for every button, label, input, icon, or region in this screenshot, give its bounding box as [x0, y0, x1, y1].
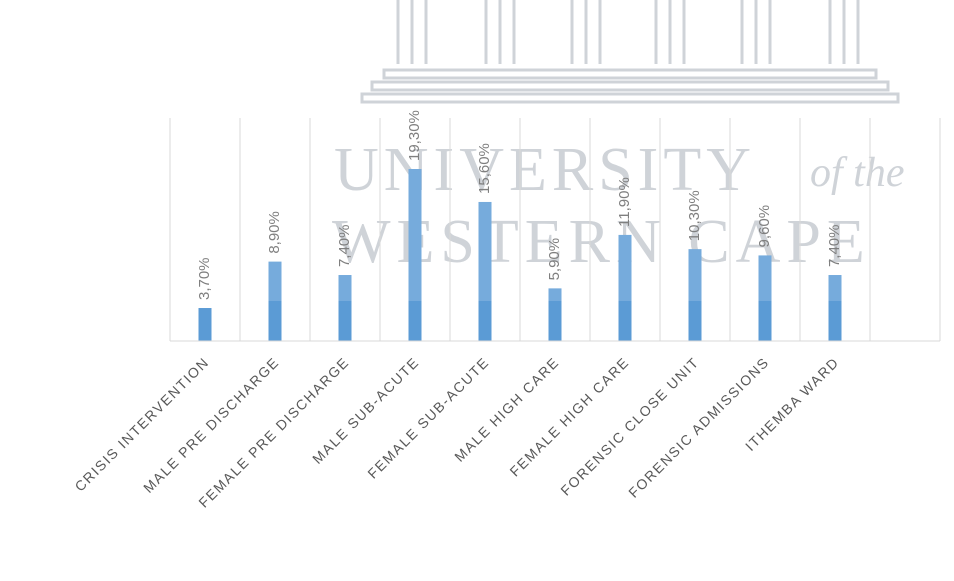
x-tick-label: CRISIS INTERVENTION	[71, 354, 212, 495]
x-tick-label: MALE PRE DISCHARGE	[140, 354, 282, 496]
building-logo	[360, 0, 900, 104]
bar	[198, 308, 212, 341]
data-label: 5,90%	[546, 238, 563, 281]
bar	[548, 288, 562, 341]
bar-highlight	[618, 234, 632, 301]
data-label: 7,40%	[336, 225, 353, 268]
data-label: 11,90%	[616, 177, 633, 227]
bars	[198, 169, 842, 341]
data-label: 3,70%	[196, 257, 213, 300]
bar	[268, 261, 282, 341]
bar	[828, 275, 842, 341]
bar	[478, 201, 492, 341]
watermark-university: UNIVERSITY	[334, 136, 756, 204]
bar	[688, 249, 702, 341]
bar-highlight	[408, 169, 422, 301]
bar	[338, 275, 352, 341]
x-tick-label: FEMALE PRE DISCHARGE	[195, 354, 352, 511]
data-label: 8,90%	[266, 211, 283, 254]
bar-fill	[198, 308, 212, 341]
bar-highlight	[758, 255, 772, 301]
bar-highlight	[828, 275, 842, 301]
data-labels: 3,70% 8,90% 7,40% 19,30% 15,60% 5,90% 11,90% 10…	[196, 110, 843, 300]
bar-highlight	[338, 275, 352, 301]
x-tick-label: FEMALE SUB-ACUTE	[364, 354, 492, 482]
x-tick-label: FORENSIC CLOSE UNIT	[557, 354, 702, 499]
data-label: 15,60%	[476, 143, 493, 194]
gridlines	[169, 118, 941, 341]
bar-highlight	[268, 261, 282, 301]
bar-highlight	[478, 201, 492, 301]
bar-fill	[548, 288, 562, 341]
bar	[618, 234, 632, 341]
x-tick-label: FORENSIC ADMISSIONS	[625, 354, 772, 501]
bar-highlight	[548, 288, 562, 301]
data-label: 10,30%	[686, 190, 703, 241]
x-tick-label: FEMALE HIGH CARE	[506, 354, 632, 480]
data-label: 9,60%	[756, 205, 773, 248]
watermark-of-the: of the	[810, 150, 904, 196]
bar	[758, 255, 772, 341]
bar-highlight	[688, 249, 702, 301]
data-label: 7,40%	[826, 225, 843, 268]
data-label: 19,30%	[406, 110, 423, 161]
bar	[408, 169, 422, 341]
